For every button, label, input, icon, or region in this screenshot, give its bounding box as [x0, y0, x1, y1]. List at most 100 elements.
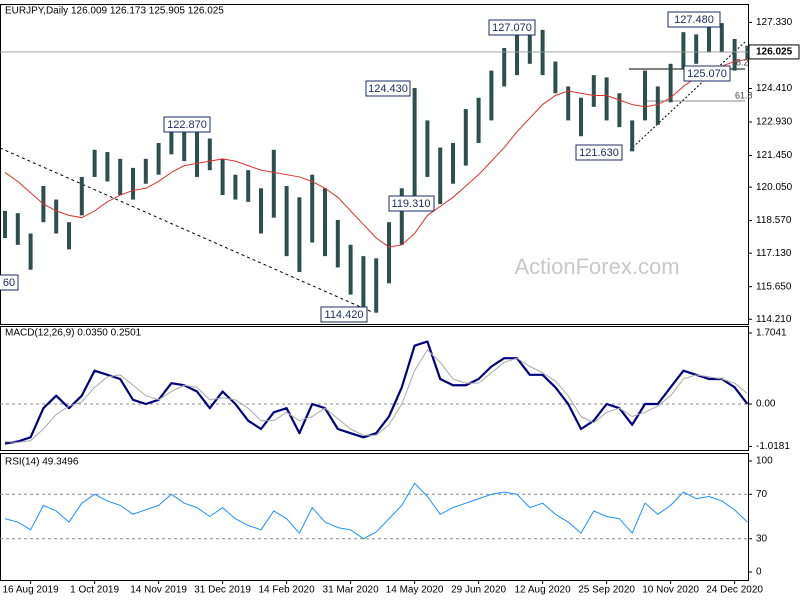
price-bar	[707, 19, 711, 53]
moving-average	[4, 58, 748, 248]
y-tick-label: 120.050	[756, 182, 793, 193]
x-tick-label: 14 Nov 2019	[130, 585, 187, 596]
annotation: 127.480	[674, 14, 714, 26]
price-bar	[67, 222, 71, 250]
price-bar	[3, 210, 7, 239]
price-bar	[591, 75, 596, 107]
label-box	[575, 144, 623, 161]
price-bar	[118, 158, 123, 196]
price-bar	[630, 120, 635, 152]
price-bar	[335, 219, 340, 268]
price-bar	[617, 93, 622, 128]
y-tick-label: 118.570	[756, 215, 792, 226]
x-tick-label: 24 Dec 2020	[706, 585, 763, 596]
price-bar	[438, 147, 443, 205]
price-bar	[527, 34, 532, 64]
y-tick-label: 127.330	[756, 17, 793, 28]
price-bar	[655, 86, 660, 125]
price-bar	[668, 63, 673, 103]
y-tick-label: 121.450	[756, 150, 793, 161]
annotation: 125.070	[687, 68, 727, 80]
price-bar	[207, 138, 212, 171]
price-bar	[195, 124, 199, 177]
y-tick-label: 0.00	[756, 399, 776, 410]
price-bar	[694, 34, 699, 64]
label-box	[388, 195, 435, 212]
rsi-panel	[0, 453, 749, 581]
label-box	[667, 11, 721, 28]
price-bar	[348, 244, 353, 295]
price-bar	[92, 149, 97, 177]
label-box	[320, 306, 368, 323]
x-tick-label: 29 Jun 2020	[451, 585, 506, 596]
price-bar	[220, 158, 225, 196]
price-bar	[284, 185, 289, 257]
fib-label: 8.2	[736, 57, 749, 67]
y-tick-label: 70	[756, 489, 768, 500]
price-bar	[374, 258, 379, 313]
y-tick-label: 124.410	[756, 83, 793, 94]
price-bar	[502, 47, 507, 87]
price-bar	[233, 174, 238, 200]
price-bar	[54, 199, 59, 234]
y-tick-label: 115.650	[756, 281, 792, 292]
price-bar	[579, 97, 583, 137]
annotation: 121.630	[579, 147, 619, 159]
label-box	[365, 80, 411, 97]
price-bar	[131, 167, 135, 200]
x-tick-label: 14 May 2020	[386, 585, 444, 596]
price-bar	[169, 123, 174, 155]
price-bar	[463, 109, 468, 166]
y-tick-label: -1.0181	[756, 441, 790, 452]
annotation: 124.430	[368, 83, 408, 95]
indicator-line	[4, 340, 749, 445]
annotation: 127.070	[492, 22, 532, 34]
trend-line	[0, 147, 373, 313]
price-bar	[297, 197, 302, 272]
x-tick-label: 16 Aug 2019	[3, 585, 60, 596]
price-bar	[143, 158, 148, 184]
price-bar	[182, 129, 187, 162]
watermark: ActionForex.com	[514, 254, 679, 279]
fib-label: 61.8	[735, 90, 753, 100]
price-bar	[387, 222, 391, 284]
y-tick-label: 30	[756, 533, 768, 544]
price-bar	[681, 32, 686, 69]
x-tick-label: 31 Dec 2019	[194, 585, 251, 596]
annotation: 119.310	[392, 198, 431, 210]
macd-title: MACD(12,26,9) 0.0350 0.2501	[5, 328, 142, 339]
y-tick-label: 100	[756, 456, 773, 467]
label-box	[0, 274, 19, 291]
label-box	[488, 19, 536, 36]
price-bar	[105, 152, 110, 182]
price-bar	[719, 23, 724, 53]
price-bar	[476, 97, 481, 144]
rsi-title: RSI(14) 49.3496	[5, 457, 79, 468]
price-bar	[28, 233, 33, 270]
price-bar	[259, 188, 263, 234]
plot: 127.330125.850124.410122.930121.450120.0…	[0, 17, 800, 596]
x-tick-label: 1 Oct 2019	[70, 585, 119, 596]
macd-panel	[0, 326, 749, 451]
x-tick-label: 31 Mar 2020	[323, 585, 380, 596]
annotation: 114.420	[325, 309, 364, 321]
price-bar	[15, 213, 20, 245]
price-bar	[566, 86, 571, 121]
x-tick-label: 25 Sep 2020	[578, 585, 635, 596]
x-tick-label: 10 Nov 2020	[642, 585, 699, 596]
price-bar	[271, 149, 276, 218]
label-box	[163, 116, 211, 133]
price-bar	[399, 188, 404, 245]
price-bar	[451, 143, 455, 184]
price-bar	[553, 61, 558, 94]
price-bar	[732, 38, 737, 71]
price-bar	[79, 176, 84, 216]
price-bar	[323, 188, 327, 257]
last-price-label: 126.025	[756, 47, 793, 58]
y-tick-label: 122.930	[756, 117, 793, 128]
price-bar	[604, 77, 609, 121]
y-tick-label: 1.7041	[756, 328, 787, 339]
price-bar	[361, 256, 366, 315]
annotations	[0, 11, 731, 323]
